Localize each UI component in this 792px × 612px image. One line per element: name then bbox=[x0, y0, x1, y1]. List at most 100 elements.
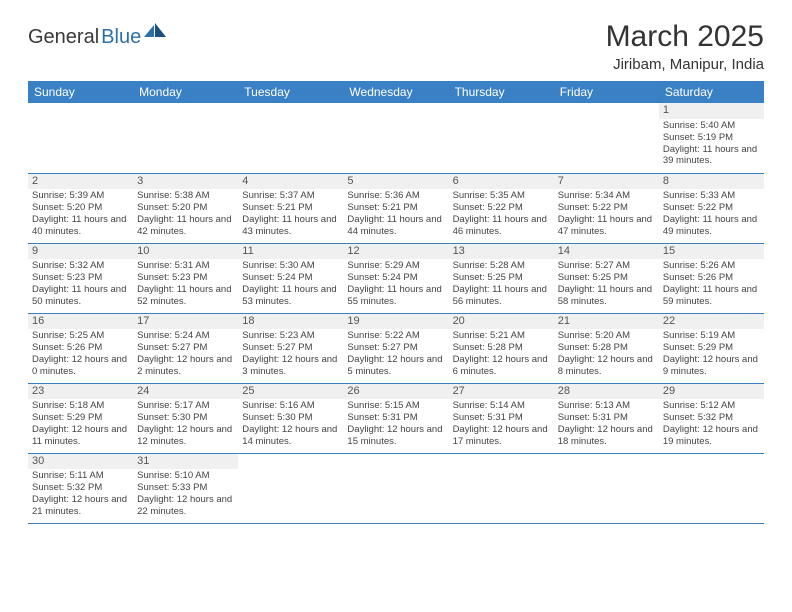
day-number: 25 bbox=[238, 384, 343, 400]
sunset-text: Sunset: 5:28 PM bbox=[558, 342, 655, 354]
sunset-text: Sunset: 5:26 PM bbox=[663, 272, 760, 284]
sunrise-text: Sunrise: 5:11 AM bbox=[32, 470, 129, 482]
sunrise-text: Sunrise: 5:14 AM bbox=[453, 400, 550, 412]
sunset-text: Sunset: 5:22 PM bbox=[663, 202, 760, 214]
calendar-day: 27Sunrise: 5:14 AMSunset: 5:31 PMDayligh… bbox=[449, 383, 554, 453]
calendar-day: 20Sunrise: 5:21 AMSunset: 5:28 PMDayligh… bbox=[449, 313, 554, 383]
day-header: Thursday bbox=[449, 81, 554, 103]
calendar-day bbox=[343, 103, 448, 173]
sunset-text: Sunset: 5:27 PM bbox=[242, 342, 339, 354]
sunset-text: Sunset: 5:21 PM bbox=[347, 202, 444, 214]
calendar-day: 17Sunrise: 5:24 AMSunset: 5:27 PMDayligh… bbox=[133, 313, 238, 383]
calendar-table: Sunday Monday Tuesday Wednesday Thursday… bbox=[28, 81, 764, 524]
sunrise-text: Sunrise: 5:24 AM bbox=[137, 330, 234, 342]
day-number: 13 bbox=[449, 244, 554, 260]
sunrise-text: Sunrise: 5:40 AM bbox=[663, 120, 760, 132]
sunrise-text: Sunrise: 5:30 AM bbox=[242, 260, 339, 272]
calendar-day: 8Sunrise: 5:33 AMSunset: 5:22 PMDaylight… bbox=[659, 173, 764, 243]
day-number: 23 bbox=[28, 384, 133, 400]
calendar-day: 24Sunrise: 5:17 AMSunset: 5:30 PMDayligh… bbox=[133, 383, 238, 453]
sunrise-text: Sunrise: 5:20 AM bbox=[558, 330, 655, 342]
daylight-text: Daylight: 11 hours and 49 minutes. bbox=[663, 214, 760, 238]
daylight-text: Daylight: 12 hours and 15 minutes. bbox=[347, 424, 444, 448]
sunrise-text: Sunrise: 5:17 AM bbox=[137, 400, 234, 412]
sunset-text: Sunset: 5:33 PM bbox=[137, 482, 234, 494]
calendar-day: 19Sunrise: 5:22 AMSunset: 5:27 PMDayligh… bbox=[343, 313, 448, 383]
location: Jiribam, Manipur, India bbox=[606, 56, 764, 73]
sunrise-text: Sunrise: 5:28 AM bbox=[453, 260, 550, 272]
daylight-text: Daylight: 12 hours and 12 minutes. bbox=[137, 424, 234, 448]
sunset-text: Sunset: 5:20 PM bbox=[32, 202, 129, 214]
day-number: 11 bbox=[238, 244, 343, 260]
daylight-text: Daylight: 12 hours and 9 minutes. bbox=[663, 354, 760, 378]
calendar-day bbox=[449, 103, 554, 173]
sunset-text: Sunset: 5:29 PM bbox=[32, 412, 129, 424]
logo: GeneralBlue bbox=[28, 20, 166, 49]
calendar-day: 29Sunrise: 5:12 AMSunset: 5:32 PMDayligh… bbox=[659, 383, 764, 453]
sunrise-text: Sunrise: 5:38 AM bbox=[137, 190, 234, 202]
day-number: 12 bbox=[343, 244, 448, 260]
day-number: 20 bbox=[449, 314, 554, 330]
sunrise-text: Sunrise: 5:19 AM bbox=[663, 330, 760, 342]
sunset-text: Sunset: 5:28 PM bbox=[453, 342, 550, 354]
daylight-text: Daylight: 12 hours and 2 minutes. bbox=[137, 354, 234, 378]
sunset-text: Sunset: 5:21 PM bbox=[242, 202, 339, 214]
day-number: 17 bbox=[133, 314, 238, 330]
sunset-text: Sunset: 5:30 PM bbox=[242, 412, 339, 424]
sunset-text: Sunset: 5:27 PM bbox=[137, 342, 234, 354]
day-header: Wednesday bbox=[343, 81, 448, 103]
calendar-week: 9Sunrise: 5:32 AMSunset: 5:23 PMDaylight… bbox=[28, 243, 764, 313]
calendar-day: 3Sunrise: 5:38 AMSunset: 5:20 PMDaylight… bbox=[133, 173, 238, 243]
day-number: 22 bbox=[659, 314, 764, 330]
daylight-text: Daylight: 11 hours and 43 minutes. bbox=[242, 214, 339, 238]
sunset-text: Sunset: 5:22 PM bbox=[558, 202, 655, 214]
day-number: 18 bbox=[238, 314, 343, 330]
daylight-text: Daylight: 12 hours and 17 minutes. bbox=[453, 424, 550, 448]
daylight-text: Daylight: 11 hours and 53 minutes. bbox=[242, 284, 339, 308]
sunset-text: Sunset: 5:32 PM bbox=[32, 482, 129, 494]
daylight-text: Daylight: 12 hours and 3 minutes. bbox=[242, 354, 339, 378]
day-number: 4 bbox=[238, 174, 343, 190]
calendar-day: 10Sunrise: 5:31 AMSunset: 5:23 PMDayligh… bbox=[133, 243, 238, 313]
calendar-day: 7Sunrise: 5:34 AMSunset: 5:22 PMDaylight… bbox=[554, 173, 659, 243]
sunrise-text: Sunrise: 5:15 AM bbox=[347, 400, 444, 412]
sunset-text: Sunset: 5:23 PM bbox=[137, 272, 234, 284]
calendar-day bbox=[554, 103, 659, 173]
calendar-week: 30Sunrise: 5:11 AMSunset: 5:32 PMDayligh… bbox=[28, 453, 764, 523]
day-number: 2 bbox=[28, 174, 133, 190]
sunrise-text: Sunrise: 5:22 AM bbox=[347, 330, 444, 342]
calendar-week: 23Sunrise: 5:18 AMSunset: 5:29 PM Dayligh… bbox=[28, 383, 764, 453]
sunrise-text: Sunrise: 5:21 AM bbox=[453, 330, 550, 342]
day-number: 28 bbox=[554, 384, 659, 400]
calendar-day: 22Sunrise: 5:19 AMSunset: 5:29 PMDayligh… bbox=[659, 313, 764, 383]
calendar-day: 13Sunrise: 5:28 AMSunset: 5:25 PMDayligh… bbox=[449, 243, 554, 313]
daylight-text: Daylight: 12 hours and 5 minutes. bbox=[347, 354, 444, 378]
calendar-day: 11Sunrise: 5:30 AMSunset: 5:24 PMDayligh… bbox=[238, 243, 343, 313]
sunrise-text: Sunrise: 5:37 AM bbox=[242, 190, 339, 202]
day-number: 19 bbox=[343, 314, 448, 330]
calendar-day bbox=[238, 453, 343, 523]
calendar-week: 2Sunrise: 5:39 AMSunset: 5:20 PMDaylight… bbox=[28, 173, 764, 243]
day-header: Tuesday bbox=[238, 81, 343, 103]
sunrise-text: Sunrise: 5:33 AM bbox=[663, 190, 760, 202]
sunrise-text: Sunrise: 5:18 AM bbox=[32, 400, 129, 412]
calendar-day: 23Sunrise: 5:18 AMSunset: 5:29 PMDayligh… bbox=[28, 383, 133, 453]
daylight-text: Daylight: 11 hours and 44 minutes. bbox=[347, 214, 444, 238]
calendar-day: 1Sunrise: 5:40 AMSunset: 5:19 PMDaylight… bbox=[659, 103, 764, 173]
sunrise-text: Sunrise: 5:36 AM bbox=[347, 190, 444, 202]
calendar-day: 21Sunrise: 5:20 AMSunset: 5:28 PMDayligh… bbox=[554, 313, 659, 383]
day-number: 24 bbox=[133, 384, 238, 400]
daylight-text: Daylight: 12 hours and 19 minutes. bbox=[663, 424, 760, 448]
calendar-day bbox=[133, 103, 238, 173]
calendar-day: 9Sunrise: 5:32 AMSunset: 5:23 PMDaylight… bbox=[28, 243, 133, 313]
calendar-day bbox=[343, 453, 448, 523]
calendar-day: 2Sunrise: 5:39 AMSunset: 5:20 PMDaylight… bbox=[28, 173, 133, 243]
day-number: 16 bbox=[28, 314, 133, 330]
sunset-text: Sunset: 5:24 PM bbox=[347, 272, 444, 284]
sunset-text: Sunset: 5:25 PM bbox=[558, 272, 655, 284]
sunset-text: Sunset: 5:31 PM bbox=[558, 412, 655, 424]
daylight-text: Daylight: 11 hours and 59 minutes. bbox=[663, 284, 760, 308]
daylight-text: Daylight: 12 hours and 22 minutes. bbox=[137, 494, 234, 518]
day-header: Monday bbox=[133, 81, 238, 103]
calendar-day bbox=[238, 103, 343, 173]
